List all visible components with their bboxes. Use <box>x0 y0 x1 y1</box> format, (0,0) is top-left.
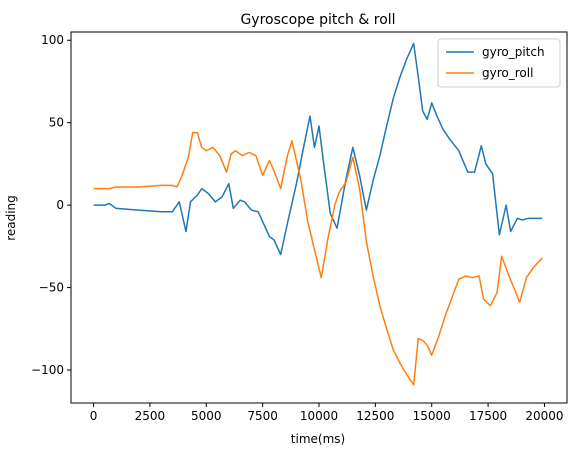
series-line-gyro_pitch <box>93 42 543 256</box>
legend: gyro_pitch gyro_roll <box>437 38 561 88</box>
y-tick-label: 0 <box>56 198 64 212</box>
legend-box <box>437 38 561 88</box>
y-tick-label: 50 <box>49 116 64 130</box>
plot-frame <box>70 31 568 404</box>
y-tick-label: −100 <box>31 363 64 377</box>
x-tick-label: 0 <box>90 409 98 423</box>
y-axis-ticks: −100 −50 0 50 100 <box>31 33 71 377</box>
y-tick-label: 100 <box>41 33 64 47</box>
x-axis-label: time(ms) <box>291 432 345 446</box>
x-tick-label: 12500 <box>356 409 394 423</box>
x-tick-label: 20000 <box>525 409 563 423</box>
series-line-gyro_roll <box>93 131 543 386</box>
legend-label-gyro_roll: gyro_roll <box>482 66 533 80</box>
x-tick-label: 7500 <box>247 409 278 423</box>
x-tick-label: 15000 <box>413 409 451 423</box>
x-tick-label: 10000 <box>300 409 338 423</box>
x-tick-label: 5000 <box>191 409 222 423</box>
y-tick-label: −50 <box>39 281 64 295</box>
x-tick-label: 2500 <box>135 409 166 423</box>
x-tick-label: 17500 <box>469 409 507 423</box>
x-axis-ticks: 0 2500 5000 7500 10000 12500 15000 17500 20000 <box>90 403 564 423</box>
legend-label-gyro_pitch: gyro_pitch <box>482 45 545 59</box>
y-axis-label: reading <box>4 195 18 241</box>
chart-title: Gyroscope pitch & roll <box>240 12 395 28</box>
